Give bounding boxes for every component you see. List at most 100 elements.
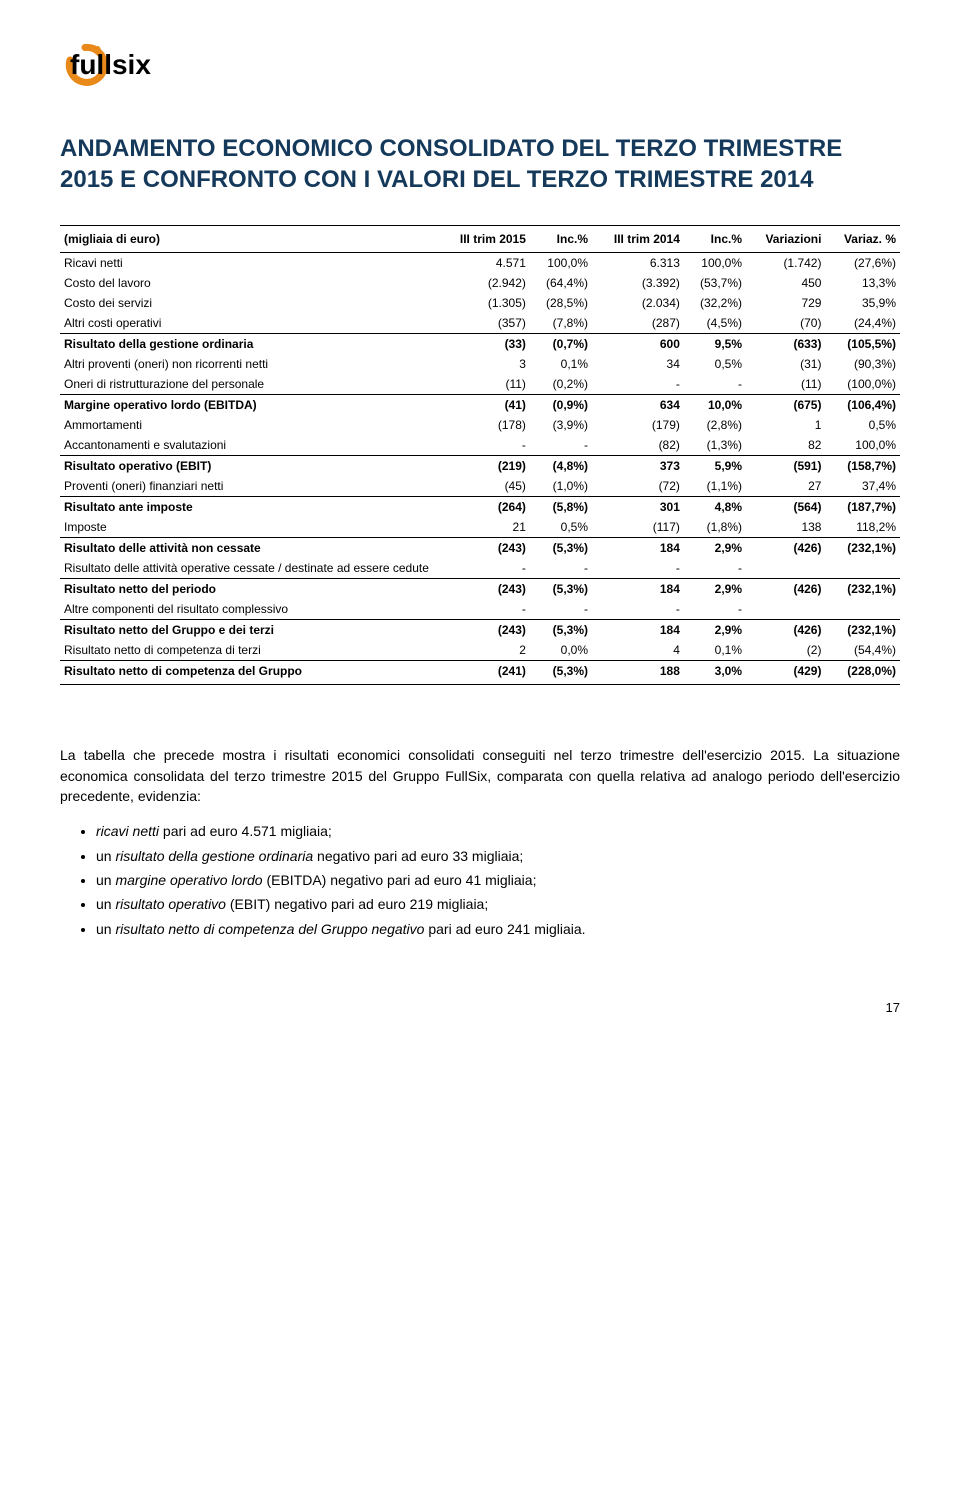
italic-term: risultato della gestione ordinaria	[115, 848, 313, 864]
table-cell: 27	[746, 476, 825, 497]
table-cell: -	[438, 558, 530, 579]
table-cell: (54,4%)	[825, 640, 900, 661]
list-item: un risultato della gestione ordinaria ne…	[96, 845, 900, 867]
table-cell: 2	[438, 640, 530, 661]
table-cell: 0,5%	[530, 517, 592, 538]
table-cell: Altri costi operativi	[60, 313, 438, 334]
table-cell: 10,0%	[684, 395, 746, 416]
table-cell: 100,0%	[530, 253, 592, 274]
table-cell: -	[530, 435, 592, 456]
table-cell: (72)	[592, 476, 684, 497]
italic-term: risultato netto di competenza del Gruppo…	[115, 921, 424, 937]
table-cell: (33)	[438, 334, 530, 355]
table-cell: -	[438, 599, 530, 620]
table-cell: Imposte	[60, 517, 438, 538]
table-cell: Costo dei servizi	[60, 293, 438, 313]
table-row: Risultato delle attività non cessate(243…	[60, 538, 900, 559]
table-cell: (1.305)	[438, 293, 530, 313]
table-cell: (232,1%)	[825, 538, 900, 559]
table-cell: Risultato delle attività non cessate	[60, 538, 438, 559]
table-cell: (232,1%)	[825, 620, 900, 641]
col-header: Variaz. %	[825, 226, 900, 253]
table-cell: (53,7%)	[684, 273, 746, 293]
table-cell: -	[438, 435, 530, 456]
table-cell: 2,9%	[684, 579, 746, 600]
table-cell: (243)	[438, 538, 530, 559]
table-cell: (178)	[438, 415, 530, 435]
col-header: (migliaia di euro)	[60, 226, 438, 253]
table-cell: (187,7%)	[825, 497, 900, 518]
table-cell: 6.313	[592, 253, 684, 274]
table-cell: 184	[592, 620, 684, 641]
table-cell: (90,3%)	[825, 354, 900, 374]
table-cell: (243)	[438, 620, 530, 641]
body-paragraphs: La tabella che precede mostra i risultat…	[60, 745, 900, 806]
table-row: Altri costi operativi(357)(7,8%)(287)(4,…	[60, 313, 900, 334]
page-title: ANDAMENTO ECONOMICO CONSOLIDATO DEL TERZ…	[60, 133, 900, 195]
table-cell: (633)	[746, 334, 825, 355]
table-cell: (105,5%)	[825, 334, 900, 355]
table-cell: Margine operativo lordo (EBITDA)	[60, 395, 438, 416]
table-cell: (2,8%)	[684, 415, 746, 435]
table-cell: (426)	[746, 538, 825, 559]
table-cell: Risultato netto del Gruppo e dei terzi	[60, 620, 438, 641]
financial-table: (migliaia di euro) III trim 2015 Inc.% I…	[60, 225, 900, 685]
table-cell: (675)	[746, 395, 825, 416]
table-cell: (4,8%)	[530, 456, 592, 477]
table-cell: (27,6%)	[825, 253, 900, 274]
table-row: Ricavi netti4.571100,0%6.313100,0%(1.742…	[60, 253, 900, 274]
table-cell: (564)	[746, 497, 825, 518]
table-cell: 21	[438, 517, 530, 538]
list-item: un risultato operativo (EBIT) negativo p…	[96, 893, 900, 915]
table-header-row: (migliaia di euro) III trim 2015 Inc.% I…	[60, 226, 900, 253]
table-cell: (426)	[746, 620, 825, 641]
table-cell: Risultato della gestione ordinaria	[60, 334, 438, 355]
table-cell: (31)	[746, 354, 825, 374]
table-cell: (70)	[746, 313, 825, 334]
table-row: Risultato netto del periodo(243)(5,3%)18…	[60, 579, 900, 600]
table-cell: (5,8%)	[530, 497, 592, 518]
table-row: Proventi (oneri) finanziari netti(45)(1,…	[60, 476, 900, 497]
logo-container: fullsix	[60, 40, 151, 90]
table-cell: (3.392)	[592, 273, 684, 293]
col-header: Inc.%	[530, 226, 592, 253]
table-cell: 2,9%	[684, 620, 746, 641]
table-row: Risultato della gestione ordinaria(33)(0…	[60, 334, 900, 355]
table-cell: (1,1%)	[684, 476, 746, 497]
table-row: Costo dei servizi(1.305)(28,5%)(2.034)(3…	[60, 293, 900, 313]
table-cell: 634	[592, 395, 684, 416]
table-cell: 3,0%	[684, 661, 746, 685]
col-header: III trim 2015	[438, 226, 530, 253]
table-cell: 301	[592, 497, 684, 518]
table-cell: 118,2%	[825, 517, 900, 538]
table-cell: Altre componenti del risultato complessi…	[60, 599, 438, 620]
table-cell: -	[592, 558, 684, 579]
table-cell: 0,5%	[825, 415, 900, 435]
table-cell	[825, 558, 900, 579]
italic-term: ricavi netti	[96, 823, 159, 839]
table-cell: 4,8%	[684, 497, 746, 518]
table-cell: 184	[592, 538, 684, 559]
table-cell: 1	[746, 415, 825, 435]
table-cell: 100,0%	[825, 435, 900, 456]
table-cell: (117)	[592, 517, 684, 538]
table-cell: -	[684, 374, 746, 395]
table-row: Risultato ante imposte(264)(5,8%)3014,8%…	[60, 497, 900, 518]
table-row: Altri proventi (oneri) non ricorrenti ne…	[60, 354, 900, 374]
table-cell: 2,9%	[684, 538, 746, 559]
table-cell: 138	[746, 517, 825, 538]
table-cell: 450	[746, 273, 825, 293]
table-cell: (5,3%)	[530, 661, 592, 685]
table-cell: 0,5%	[684, 354, 746, 374]
table-row: Risultato netto di competenza di terzi20…	[60, 640, 900, 661]
table-cell: (5,3%)	[530, 620, 592, 641]
table-cell: (106,4%)	[825, 395, 900, 416]
table-row: Costo del lavoro(2.942)(64,4%)(3.392)(53…	[60, 273, 900, 293]
table-cell: Altri proventi (oneri) non ricorrenti ne…	[60, 354, 438, 374]
table-cell: (158,7%)	[825, 456, 900, 477]
table-cell: (241)	[438, 661, 530, 685]
table-cell: (2)	[746, 640, 825, 661]
table-cell	[746, 558, 825, 579]
table-cell: (1,3%)	[684, 435, 746, 456]
table-cell: (264)	[438, 497, 530, 518]
